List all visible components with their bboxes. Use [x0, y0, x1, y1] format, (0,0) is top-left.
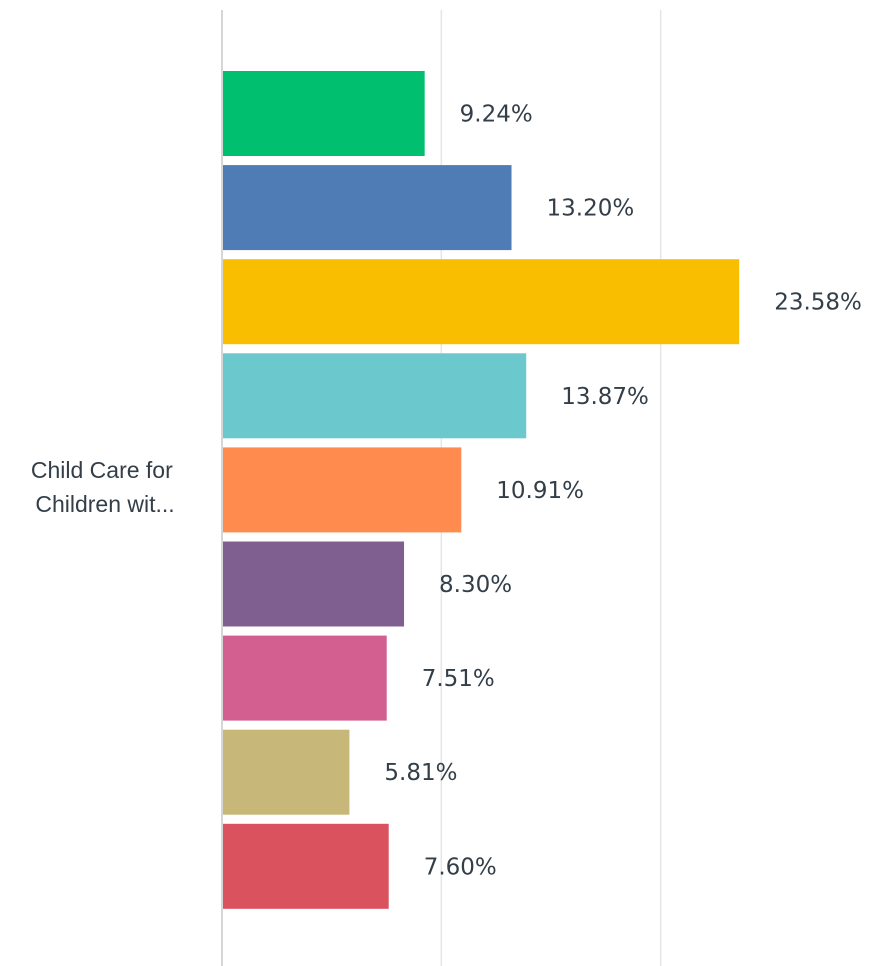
data-labels: 9.24% 13.20% 23.58% 13.87% 10.91% 8.30% 7.51% 5…	[384, 102, 861, 881]
bars	[223, 71, 740, 909]
data-label-2: 13.20%	[547, 196, 635, 222]
data-label-7: 7.51%	[422, 666, 495, 692]
data-label-8: 5.81%	[384, 760, 457, 786]
bar-5[interactable]	[223, 447, 462, 533]
data-label-6: 8.30%	[439, 572, 512, 598]
data-label-4: 13.87%	[561, 384, 649, 410]
category-label: Child Care for Children wit...	[31, 457, 179, 517]
bar-7[interactable]	[223, 635, 387, 721]
data-label-3: 23.58%	[774, 290, 862, 316]
bar-6[interactable]	[223, 541, 405, 627]
bar-4[interactable]	[223, 353, 527, 439]
category-label-line-1: Child Care for	[31, 457, 173, 483]
category-label-line-2: Children wit...	[35, 491, 174, 517]
bar-8[interactable]	[223, 729, 350, 815]
data-label-9: 7.60%	[424, 854, 497, 880]
data-label-1: 9.24%	[460, 102, 533, 128]
data-label-5: 10.91%	[496, 478, 584, 504]
bar-3[interactable]	[223, 259, 740, 345]
bar-1[interactable]	[223, 71, 425, 156]
bar-2[interactable]	[223, 165, 512, 251]
bar-9[interactable]	[223, 823, 389, 909]
